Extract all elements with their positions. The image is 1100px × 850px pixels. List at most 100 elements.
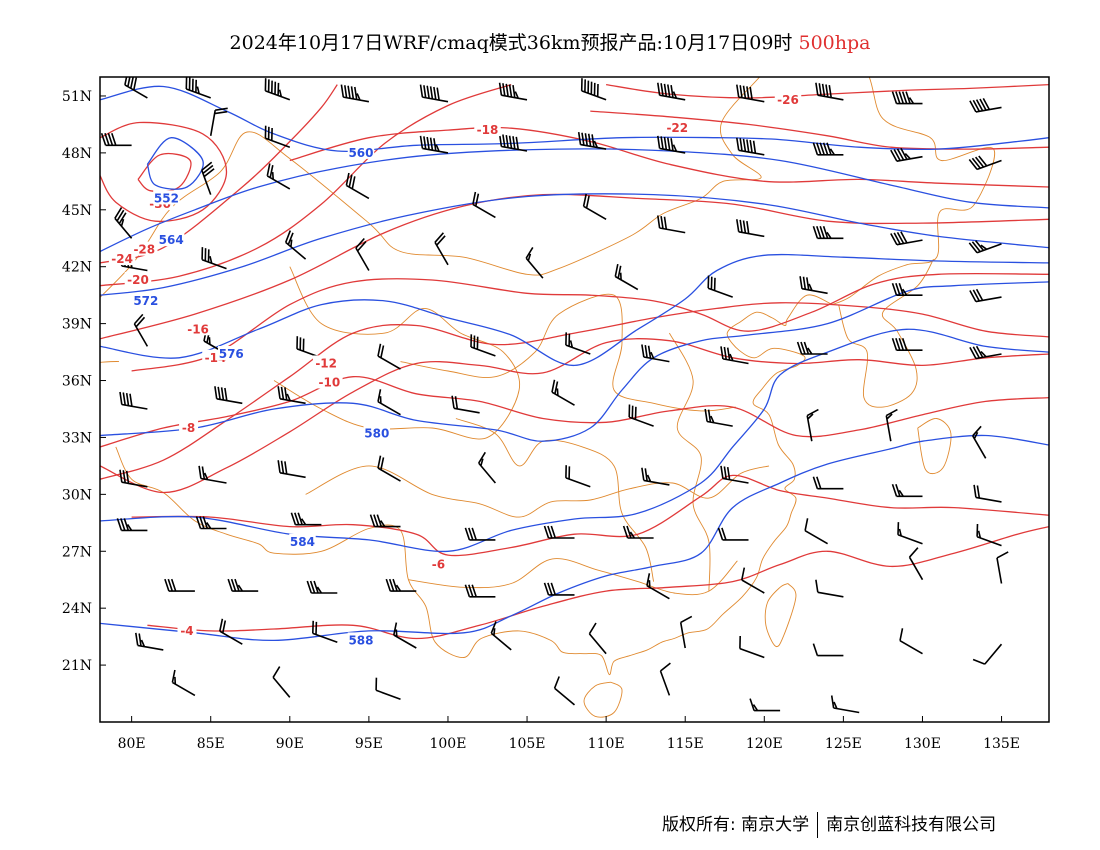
wind-barb (815, 82, 844, 101)
wind-barb-shape (419, 84, 449, 103)
height-label-bg (157, 232, 185, 247)
temperature-label-bg (179, 419, 199, 434)
boundary-province-yangtze (305, 465, 770, 518)
lon-tick-label: 120E (746, 736, 783, 752)
wind-barb (628, 404, 654, 427)
wind-barb (185, 77, 211, 99)
wind-barb-shape (345, 172, 370, 200)
wind-barb-shape (498, 82, 528, 101)
wind-barb (284, 230, 307, 260)
temperature-label-bg (108, 251, 136, 266)
map-title: 2024年10月17日WRF/cmaq模式36km预报产品:10月17日09时 … (0, 28, 1100, 55)
wind-barb-shape (741, 567, 765, 594)
height-label-bg (289, 533, 316, 548)
wind-barb-shape (296, 336, 322, 359)
lat-tick-label: 51N (62, 89, 92, 105)
wind-barb (377, 343, 401, 370)
wind-barb-shape (657, 82, 686, 101)
wind-barb (622, 525, 654, 539)
wind-barb-shape (385, 578, 417, 592)
wind-barb-shape (164, 578, 195, 592)
wind-barb-shape (565, 465, 591, 488)
wind-barb (830, 695, 860, 714)
wind-barb (812, 476, 844, 490)
wind-barb (490, 621, 512, 651)
wind-barb (209, 107, 228, 136)
lat-tick-label: 42N (62, 260, 92, 276)
wind-barb-shape (377, 455, 401, 482)
wind-barb-shape (490, 621, 512, 651)
wind-barb (133, 313, 149, 347)
wind-barb (969, 345, 1002, 360)
wind-barb (720, 465, 749, 484)
wind-barb (976, 523, 1002, 547)
wind-barb-shape (135, 632, 164, 651)
height-contour-label: 560 (348, 146, 373, 160)
wind-barb (582, 193, 607, 220)
wind-barb-shape (551, 379, 575, 406)
boundary-province-yellow-river (400, 293, 736, 412)
temperature-label-bg (312, 355, 340, 370)
wind-barb (135, 632, 164, 651)
wind-barb-shape (736, 219, 765, 238)
wind-barb (815, 579, 844, 598)
wind-barb-shape (588, 622, 607, 655)
wind-barb-shape (749, 698, 781, 712)
wind-barb-shape (133, 313, 149, 347)
wind-barb (646, 573, 670, 600)
height-contour-label: 552 (154, 191, 179, 205)
wind-barb (553, 676, 576, 706)
footer-separator (817, 812, 819, 838)
wind-barb (306, 580, 338, 594)
temperature-contour-label: -10 (318, 375, 340, 389)
wind-barb (565, 332, 591, 355)
wind-barb (679, 615, 693, 649)
axes-layer: 80E 85E 90E 95E 100E 105E 110E 115E 120E 125E 130E… (62, 89, 1020, 752)
wind-barb-shape (543, 582, 575, 596)
height-contour (146, 137, 204, 190)
wind-barb-shape (264, 125, 291, 148)
wind-barb-shape (577, 131, 607, 150)
wind-barb (377, 455, 401, 482)
wind-barb-shape (812, 476, 844, 490)
wind-barb-shape (266, 163, 291, 190)
wind-barb (551, 379, 575, 406)
wind-barb (890, 147, 923, 162)
wind-barb-shape (812, 643, 844, 657)
wind-barb (736, 137, 765, 156)
wind-barb-shape (736, 137, 765, 156)
lon-tick-label: 115E (667, 736, 704, 752)
wind-barb (201, 247, 227, 270)
height-contour-label: 572 (133, 294, 158, 308)
wind-barb-shape (897, 522, 923, 545)
wind-barb (164, 578, 195, 592)
wind-barb-shape (890, 231, 923, 246)
company-name: 南京创蓝科技有限公司 (826, 815, 997, 835)
temperature-contour-label: -4 (180, 624, 193, 638)
wind-barb-shape (704, 408, 733, 427)
wind-barb-shape (812, 226, 844, 240)
wind-barb (973, 484, 1002, 503)
wind-barb-shape (171, 669, 196, 697)
wind-barb (472, 191, 496, 219)
temperature-contour (147, 525, 1049, 640)
wind-barb-shape (209, 107, 228, 136)
temperature-contour (100, 121, 228, 223)
lat-tick-label: 48N (62, 146, 92, 162)
wind-barb (707, 275, 733, 298)
title-main: 2024年10月17日WRF/cmaq模式36km预报产品:10月17日09时 (229, 32, 793, 54)
wind-barb-shape (891, 282, 923, 296)
wind-barb-shape (472, 191, 496, 219)
wind-barb-shape (885, 408, 898, 442)
wind-barb-shape (201, 247, 227, 270)
wind-barb (741, 567, 765, 594)
wind-barb (890, 231, 923, 246)
wind-barb (897, 522, 923, 545)
lon-tick-label: 85E (197, 736, 225, 752)
wind-barb (969, 98, 1002, 113)
height-label-bg (132, 292, 160, 307)
wind-barb (272, 666, 291, 698)
wind-barb-shape (908, 547, 924, 581)
wind-barb (377, 389, 401, 416)
temperature-contour (100, 376, 1049, 448)
